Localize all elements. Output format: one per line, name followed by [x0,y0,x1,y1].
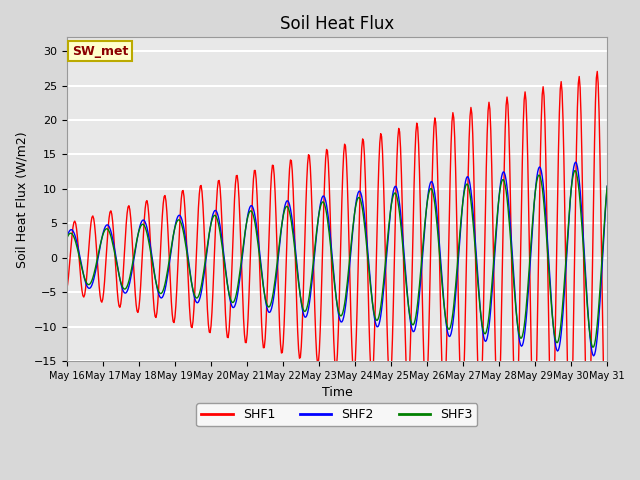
Line: SHF2: SHF2 [67,162,607,356]
SHF1 [424,370,431,376]
SHF3 [604,183,611,189]
SHF2 [590,353,598,359]
SHF1 [604,432,611,437]
Line: SHF3: SHF3 [67,171,607,347]
SHF2 [424,195,431,201]
Legend: SHF1, SHF2, SHF3: SHF1, SHF2, SHF3 [196,403,477,426]
Text: SW_met: SW_met [72,45,129,58]
SHF3 [202,255,209,261]
SHF3 [470,226,477,232]
SHF2 [159,294,166,300]
SHF3 [571,168,579,174]
SHF2 [202,260,209,265]
SHF1 [202,265,209,271]
SHF1 [63,287,70,293]
SHF1 [159,213,166,219]
SHF3 [159,289,166,295]
SHF2 [63,235,70,241]
SHF1 [307,184,315,190]
SHF3 [63,236,70,242]
SHF2 [604,183,611,189]
SHF1 [602,444,610,450]
SHF2 [572,159,579,165]
X-axis label: Time: Time [321,386,352,399]
Title: Soil Heat Flux: Soil Heat Flux [280,15,394,33]
SHF3 [589,344,596,350]
SHF3 [381,262,389,267]
SHF3 [307,278,315,284]
SHF2 [381,269,389,275]
SHF2 [470,216,477,222]
SHF1 [381,246,389,252]
Line: SHF1: SHF1 [67,72,607,447]
SHF1 [470,164,477,169]
Y-axis label: Soil Heat Flux (W/m2): Soil Heat Flux (W/m2) [15,131,28,267]
SHF2 [307,286,315,292]
SHF1 [593,69,601,74]
SHF3 [424,197,431,203]
